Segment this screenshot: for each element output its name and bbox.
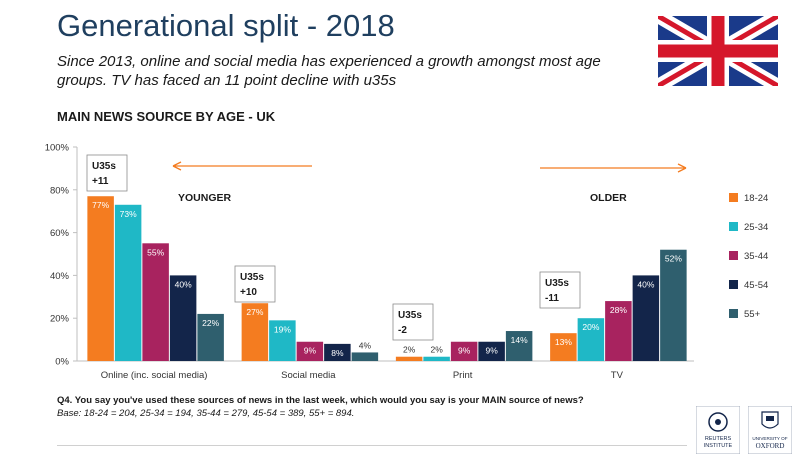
legend-swatch [729,193,738,202]
legend-swatch [729,251,738,260]
category-label: Online (inc. social media) [101,370,208,381]
category-label: Print [453,370,473,381]
data-label: 14% [511,335,528,345]
bar [197,313,224,361]
category-label: Social media [281,370,336,381]
annotation-line1: U35s [398,310,422,321]
annotation-line2: +11 [92,176,109,187]
bar [395,356,423,361]
union-jack-flag-icon [658,16,778,86]
data-label: 40% [637,279,654,289]
data-label: 9% [458,346,471,356]
bar [605,301,632,361]
bar [87,196,114,361]
bar [660,249,687,361]
data-label: 20% [582,322,599,332]
logo2-line1: UNIVERSITY OF [752,436,787,441]
bar [550,333,577,361]
annotation-line1: U35s [545,278,569,289]
category-label: TV [611,370,624,381]
footnote-question: Q4. You say you've used these sources of… [57,395,584,406]
logo2-line2: OXFORD [756,442,785,450]
annotation-line2: +10 [240,287,257,298]
page-subtitle: Since 2013, online and social media has … [57,53,601,89]
bar [577,318,605,361]
bar [324,343,351,361]
legend-label: 25-34 [744,222,768,233]
data-label: 22% [202,318,219,328]
bar [478,341,505,361]
annotation-box [392,303,434,341]
annotation-line1: U35s [92,161,116,172]
annotation-line2: -11 [545,293,559,304]
y-tick-label: 40% [50,271,70,282]
bar-chart: 0% 20% 40% 60% 80% 100% 77% 73% 55% 40% 22% Online … [45,143,769,382]
logo1-line1: REUTERS [705,436,732,442]
legend-label: 45-54 [744,280,768,291]
footnote: Q4. You say you've used these sources of… [57,394,584,420]
younger-label: YOUNGER [178,192,232,204]
data-label: 9% [304,346,317,356]
legend-label: 35-44 [744,251,768,262]
bar [351,352,379,361]
y-tick-label: 100% [45,143,70,154]
y-tick-label: 80% [50,185,70,196]
bar [241,303,269,361]
data-label: 52% [665,254,682,264]
legend-swatch [729,309,738,318]
bar [269,320,296,361]
data-label: 2% [430,345,443,355]
annotation-line2: -2 [398,325,407,336]
legend-swatch [729,280,738,289]
data-label: 8% [331,348,344,358]
younger-arrow-head [172,161,182,171]
data-label: 77% [92,200,109,210]
university-of-oxford-logo: UNIVERSITY OF OXFORD [748,406,792,454]
bar [632,275,660,361]
bar [450,341,478,361]
logo1-line2: INSTITUTE [704,443,733,449]
bar [423,356,450,361]
y-tick-label: 20% [50,314,70,325]
legend-label: 18-24 [744,193,768,204]
bar [169,275,197,361]
data-label: 9% [485,346,498,356]
y-tick-label: 60% [50,228,70,239]
bar [114,204,142,361]
data-label: 13% [555,337,572,347]
bar [142,243,169,361]
data-label: 19% [274,324,291,334]
footnote-base: Base: 18-24 = 204, 25-34 = 194, 35-44 = … [57,408,355,419]
older-arrow-head [677,163,687,173]
data-label: 28% [610,305,627,315]
page-title: Generational split - 2018 [57,8,395,43]
footer-divider [57,445,687,446]
annotation-line1: U35s [240,272,264,283]
y-tick-label: 0% [55,357,69,368]
data-label: 40% [175,279,192,289]
data-label: 4% [359,340,372,350]
legend-label: 55+ [744,309,761,320]
data-label: 2% [403,345,416,355]
annotation-box [86,154,128,192]
data-label: 55% [147,247,164,257]
older-label: OLDER [590,192,627,204]
legend-swatch [729,222,738,231]
data-label: 73% [120,209,137,219]
bar [505,331,533,361]
annotation-box [539,271,581,309]
bar [296,341,324,361]
chart-title: MAIN NEWS SOURCE BY AGE - UK [57,109,276,124]
data-label: 27% [246,307,263,317]
annotation-box [234,265,276,303]
reuters-institute-logo: REUTERS INSTITUTE [696,406,740,454]
